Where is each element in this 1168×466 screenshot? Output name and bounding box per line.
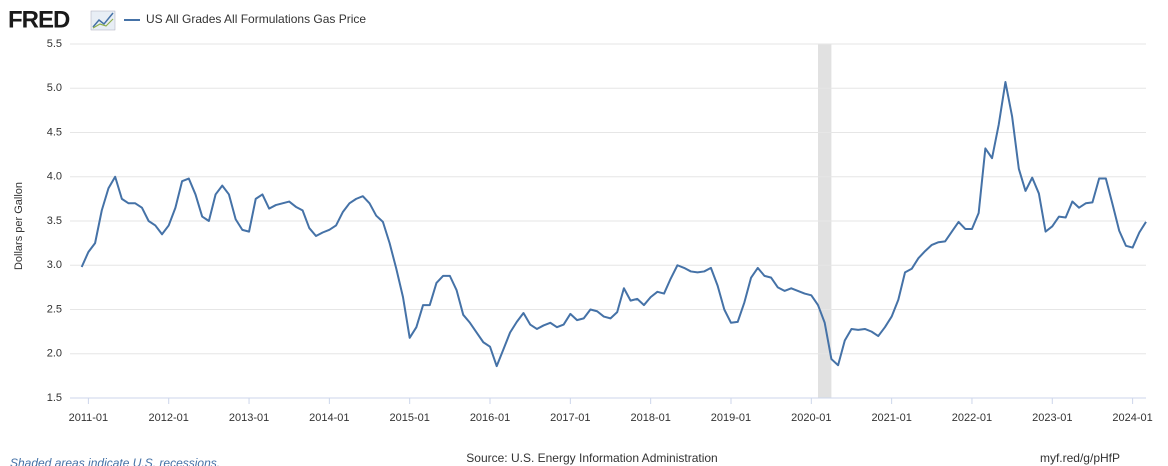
logo: FRED (8, 6, 70, 33)
y-tick-label: 2.5 (47, 303, 62, 315)
x-tick-label: 2024-01 (1112, 412, 1152, 424)
y-tick-label: 4.5 (47, 126, 62, 138)
x-tick-label: 2021-01 (871, 412, 911, 424)
y-tick-label: 5.0 (47, 82, 62, 94)
x-tick-label: 2016-01 (470, 412, 510, 424)
y-tick-label: 2.0 (47, 348, 62, 360)
y-axis-label: Dollars per Gallon (13, 182, 25, 270)
x-tick-label: 2011-01 (69, 412, 109, 424)
x-tick-label: 2017-01 (550, 412, 590, 424)
legend-label: US All Grades All Formulations Gas Price (146, 12, 366, 26)
y-tick-label: 3.0 (47, 259, 62, 271)
x-tick-label: 2022-01 (952, 412, 992, 424)
recession-note: Shaded areas indicate U.S. recessions. (10, 456, 220, 466)
x-tick-label: 2014-01 (309, 412, 349, 424)
logo-icon (90, 10, 116, 31)
data-line (80, 81, 1147, 368)
x-tick-label: 2019-01 (711, 412, 751, 424)
link[interactable]: myf.red/g/pHfP (1040, 451, 1120, 465)
x-tick-label: 2015-01 (390, 412, 430, 424)
y-tick-label: 3.5 (47, 215, 62, 227)
x-tick-label: 2018-01 (630, 412, 670, 424)
x-tick-label: 2012-01 (149, 412, 189, 424)
x-tick-label: 2023-01 (1032, 412, 1072, 424)
x-tick-label: 2013-01 (229, 412, 269, 424)
source: Source: U.S. Energy Information Administ… (466, 451, 717, 465)
y-tick-label: 5.5 (47, 38, 62, 50)
x-tick-label: 2020-01 (791, 412, 831, 424)
y-tick-label: 1.5 (47, 392, 62, 404)
y-tick-label: 4.0 (47, 171, 62, 183)
